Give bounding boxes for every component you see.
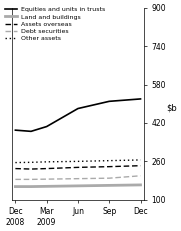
Legend: Equities and units in trusts, Land and buildings, Assets overseas, Debt securiti: Equities and units in trusts, Land and b… — [5, 7, 105, 41]
Y-axis label: $b: $b — [166, 104, 177, 113]
